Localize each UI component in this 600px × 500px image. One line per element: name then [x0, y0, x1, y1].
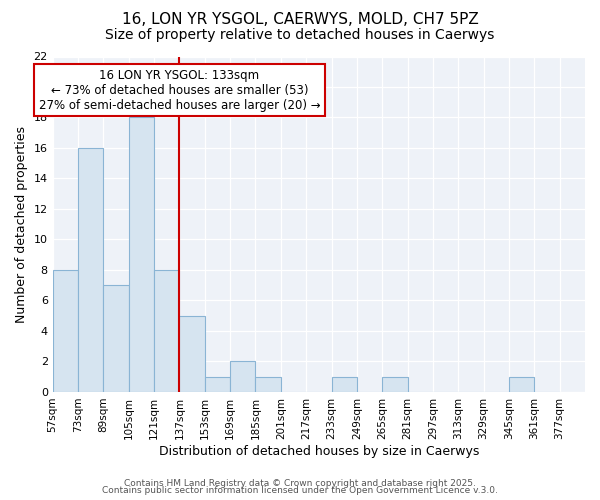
Y-axis label: Number of detached properties: Number of detached properties	[15, 126, 28, 322]
Bar	[382, 376, 407, 392]
Bar	[154, 270, 179, 392]
X-axis label: Distribution of detached houses by size in Caerwys: Distribution of detached houses by size …	[158, 444, 479, 458]
Bar	[205, 376, 230, 392]
Bar	[129, 118, 154, 392]
Text: Contains public sector information licensed under the Open Government Licence v.: Contains public sector information licen…	[102, 486, 498, 495]
Text: 16, LON YR YSGOL, CAERWYS, MOLD, CH7 5PZ: 16, LON YR YSGOL, CAERWYS, MOLD, CH7 5PZ	[122, 12, 478, 28]
Bar	[509, 376, 535, 392]
Bar	[53, 270, 78, 392]
Bar	[179, 316, 205, 392]
Bar	[78, 148, 103, 392]
Text: Size of property relative to detached houses in Caerwys: Size of property relative to detached ho…	[106, 28, 494, 42]
Text: Contains HM Land Registry data © Crown copyright and database right 2025.: Contains HM Land Registry data © Crown c…	[124, 478, 476, 488]
Bar	[332, 376, 357, 392]
Text: 16 LON YR YSGOL: 133sqm
← 73% of detached houses are smaller (53)
27% of semi-de: 16 LON YR YSGOL: 133sqm ← 73% of detache…	[38, 68, 320, 112]
Bar	[103, 285, 129, 392]
Bar	[230, 362, 256, 392]
Bar	[256, 376, 281, 392]
